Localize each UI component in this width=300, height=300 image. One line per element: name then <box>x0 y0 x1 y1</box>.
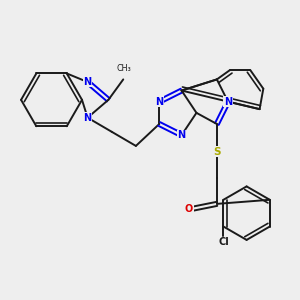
Text: N: N <box>178 130 186 140</box>
Text: Cl: Cl <box>218 237 229 247</box>
Text: CH₃: CH₃ <box>117 64 131 73</box>
Text: N: N <box>83 113 92 123</box>
Text: N: N <box>155 97 164 107</box>
Text: N: N <box>83 77 92 87</box>
Text: S: S <box>213 147 220 157</box>
Text: O: O <box>185 204 193 214</box>
Text: N: N <box>224 97 232 107</box>
